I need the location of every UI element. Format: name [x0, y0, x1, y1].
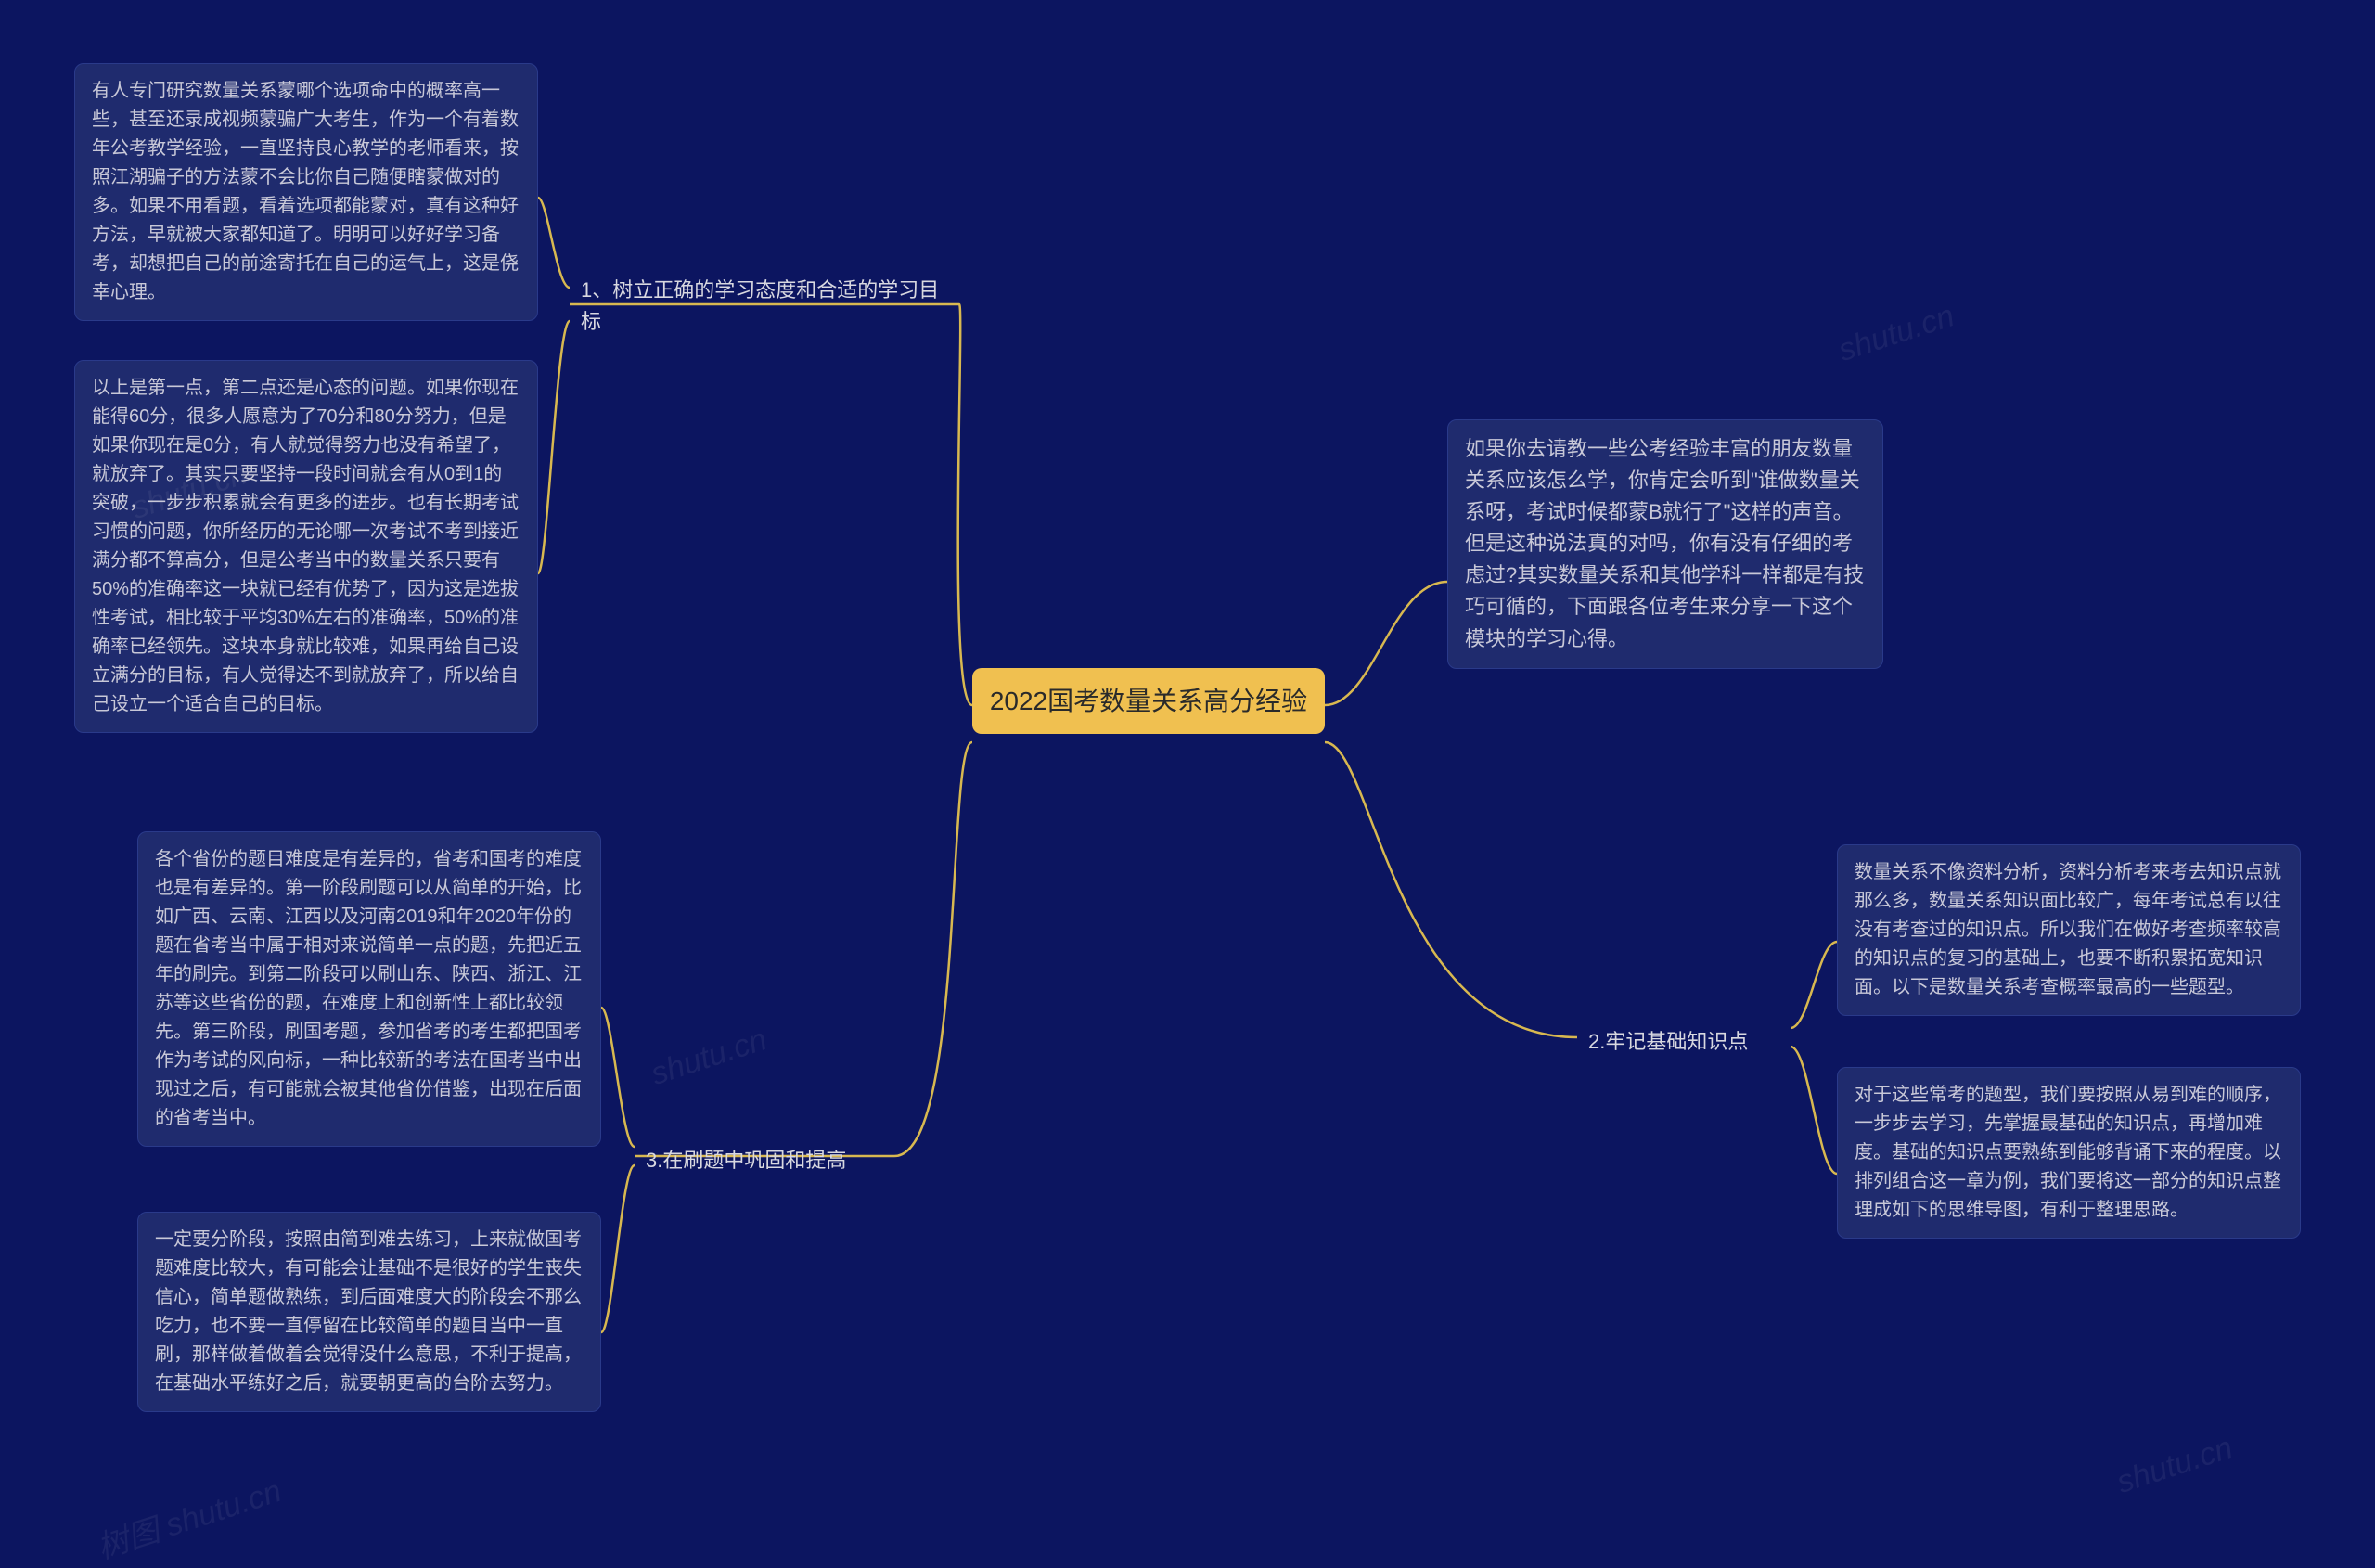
branch-2-leaf-1: 对于这些常考的题型，我们要按照从易到难的顺序，一步步去学习，先掌握最基础的知识点…	[1837, 1067, 2301, 1239]
watermark: 树图 shutu.cn	[90, 1465, 286, 1567]
branch-3-leaf-0: 各个省份的题目难度是有差异的，省考和国考的难度也是有差异的。第一阶段刷题可以从简…	[137, 831, 601, 1147]
branch-3-label: 3.在刷题中巩固和提高	[635, 1137, 894, 1184]
connector-path	[570, 304, 972, 705]
watermark: shutu.cn	[1834, 298, 1958, 369]
connector-path	[538, 321, 570, 573]
branch-1-leaf-1: 以上是第一点，第二点还是心态的问题。如果你现在能得60分，很多人愿意为了70分和…	[74, 360, 538, 733]
branch-1-label: 1、树立正确的学习态度和合适的学习目标	[570, 267, 959, 345]
branch-2-leaf-0: 数量关系不像资料分析，资料分析考来考去知识点就那么多，数量关系知识面比较广，每年…	[1837, 844, 2301, 1016]
watermark: shutu.cn	[647, 1022, 771, 1093]
branch-2-label: 2.牢记基础知识点	[1577, 1019, 1791, 1065]
branch-3-leaf-1: 一定要分阶段，按照由简到难去练习，上来就做国考题难度比较大，有可能会让基础不是很…	[137, 1212, 601, 1412]
connector-path	[1791, 942, 1837, 1028]
connector-path	[635, 742, 972, 1156]
connector-path	[601, 1008, 635, 1147]
center-node: 2022国考数量关系高分经验	[972, 668, 1325, 734]
connector-path	[538, 198, 570, 288]
intro-node: 如果你去请教一些公考经验丰富的朋友数量关系应该怎么学，你肯定会听到"谁做数量关系…	[1447, 419, 1883, 669]
watermark: shutu.cn	[2112, 1430, 2237, 1501]
connector-path	[601, 1165, 635, 1332]
connector-path	[1325, 742, 1577, 1037]
connector-path	[1791, 1047, 1837, 1174]
connector-path	[1325, 582, 1447, 705]
branch-1-leaf-0: 有人专门研究数量关系蒙哪个选项命中的概率高一些，甚至还录成视频蒙骗广大考生，作为…	[74, 63, 538, 321]
